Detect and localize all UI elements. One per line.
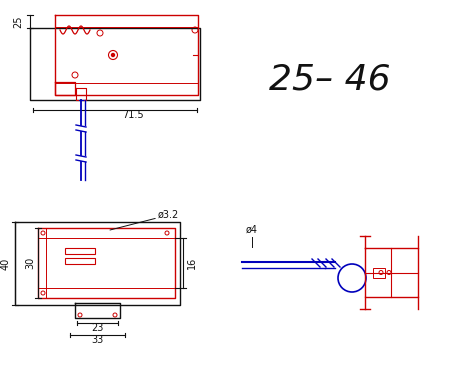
Text: 30: 30 [25, 257, 35, 269]
Bar [65, 248, 95, 254]
Text: 16: 16 [187, 257, 196, 269]
Text: 25– 46: 25– 46 [269, 63, 390, 97]
Circle shape [111, 54, 114, 57]
Text: ø4: ø4 [246, 225, 257, 235]
Text: 71.5: 71.5 [122, 110, 144, 120]
Text: 25: 25 [13, 15, 23, 28]
Text: 23: 23 [91, 323, 103, 333]
Bar [372, 267, 384, 278]
Text: ø3.2: ø3.2 [110, 210, 179, 230]
Bar [65, 258, 95, 264]
Text: 33: 33 [91, 335, 103, 345]
Text: 40: 40 [1, 257, 11, 270]
